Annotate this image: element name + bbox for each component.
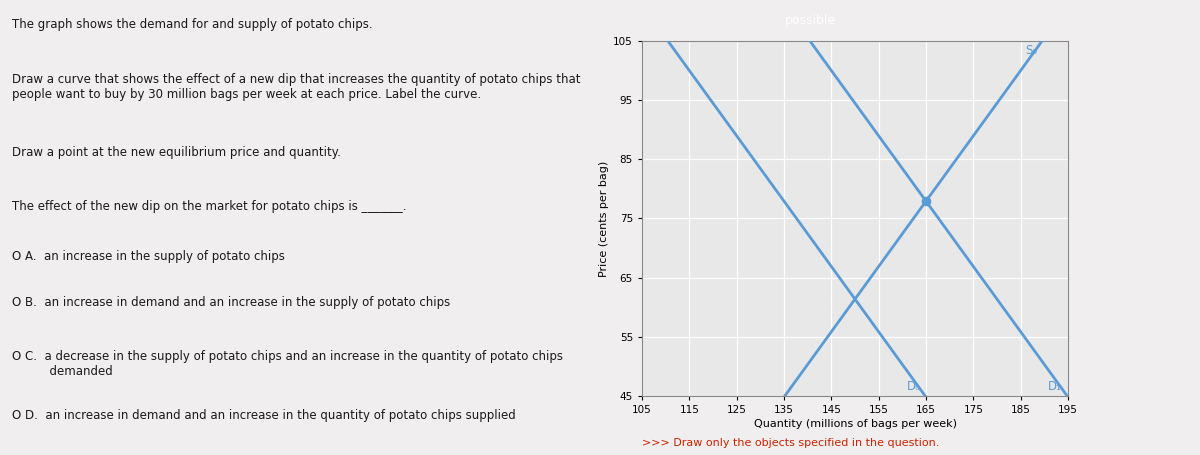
X-axis label: Quantity (millions of bags per week): Quantity (millions of bags per week) bbox=[754, 419, 956, 429]
Text: O B.  an increase in demand and an increase in the supply of potato chips: O B. an increase in demand and an increa… bbox=[12, 296, 450, 309]
Text: O A.  an increase in the supply of potato chips: O A. an increase in the supply of potato… bbox=[12, 250, 284, 263]
Text: >>> Draw only the objects specified in the question.: >>> Draw only the objects specified in t… bbox=[642, 438, 940, 448]
Y-axis label: Price (cents per bag): Price (cents per bag) bbox=[599, 160, 610, 277]
Text: D₁: D₁ bbox=[1049, 380, 1062, 393]
Text: The graph shows the demand for and supply of potato chips.: The graph shows the demand for and suppl… bbox=[12, 18, 373, 31]
Text: S₀: S₀ bbox=[1025, 44, 1037, 57]
Text: O D.  an increase in demand and an increase in the quantity of potato chips supp: O D. an increase in demand and an increa… bbox=[12, 410, 516, 423]
Text: possible: possible bbox=[785, 14, 835, 27]
Text: O C.  a decrease in the supply of potato chips and an increase in the quantity o: O C. a decrease in the supply of potato … bbox=[12, 350, 563, 379]
Text: The effect of the new dip on the market for potato chips is _______.: The effect of the new dip on the market … bbox=[12, 200, 407, 213]
Text: Draw a curve that shows the effect of a new dip that increases the quantity of p: Draw a curve that shows the effect of a … bbox=[12, 73, 581, 101]
Text: D₀: D₀ bbox=[907, 380, 920, 393]
Text: Draw a point at the new equilibrium price and quantity.: Draw a point at the new equilibrium pric… bbox=[12, 146, 341, 159]
